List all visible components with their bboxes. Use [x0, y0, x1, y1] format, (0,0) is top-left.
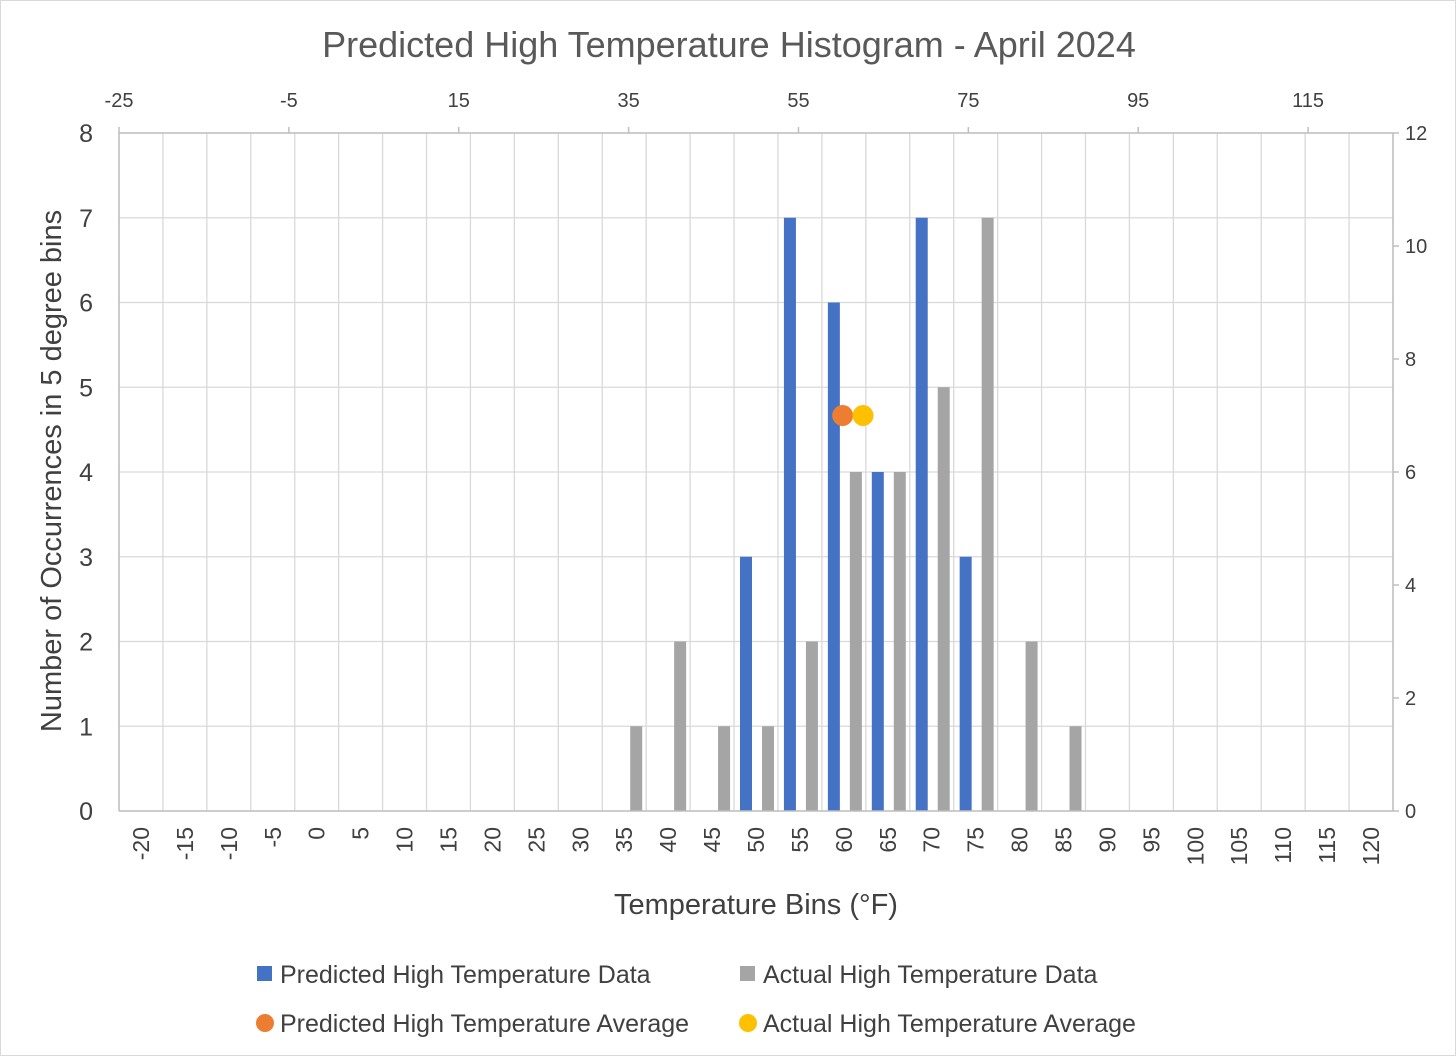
x-tick-label: 110 [1270, 827, 1296, 864]
y-tick-label: 7 [79, 205, 93, 233]
y2-tick-label: 10 [1405, 236, 1427, 258]
x-tick-label: 30 [567, 827, 593, 853]
y-tick-label: 2 [79, 629, 93, 657]
x-tick-label: 95 [1138, 827, 1164, 853]
y-tick-label: 3 [79, 544, 93, 572]
x2-tick-label: 115 [1292, 90, 1324, 112]
actual-bar [849, 472, 862, 811]
x-tick-label: -10 [216, 827, 242, 860]
legend-label: Predicted High Temperature Average [280, 1010, 689, 1038]
x-tick-label: -5 [260, 827, 286, 847]
x-tick-label: 55 [787, 827, 813, 853]
actual-bar [718, 726, 731, 811]
y2-tick-label: 2 [1405, 688, 1416, 710]
x-tick-label: 15 [435, 827, 461, 853]
x2-tick-label: 75 [957, 90, 979, 112]
x-tick-label: 65 [875, 827, 901, 853]
predicted-bar [827, 302, 840, 811]
x-tick-label: 100 [1182, 827, 1208, 865]
x2-tick-label: -5 [280, 90, 298, 112]
x-tick-label: 70 [919, 827, 945, 853]
y-tick-label: 6 [79, 290, 93, 318]
x2-tick-label: 55 [787, 90, 809, 112]
x-tick-label: 50 [743, 827, 769, 853]
x-tick-label: 5 [348, 827, 374, 840]
actual-bar [762, 726, 774, 811]
predicted-bar [959, 556, 972, 811]
x-tick-label: 115 [1314, 827, 1340, 864]
legend-label: Actual High Temperature Average [763, 1010, 1136, 1038]
legend: Predicted High Temperature Data Actual Hi… [256, 961, 1136, 1038]
x2-tick-label: 95 [1127, 90, 1149, 112]
actual-bar [630, 726, 643, 811]
predicted-bar [740, 556, 752, 811]
predicted-bar [783, 217, 796, 811]
average-marker [832, 405, 854, 426]
x-tick-label: 85 [1051, 827, 1077, 853]
actual-bar [893, 472, 906, 811]
legend-label: Predicted High Temperature Data [280, 961, 651, 989]
actual-bar [937, 387, 950, 811]
x-tick-label: 75 [963, 827, 989, 853]
y-tick-label: 0 [79, 798, 93, 826]
predicted-bar [915, 217, 928, 811]
y-axis-title: Number of Occurrences in 5 degree bins [36, 210, 68, 732]
x2-tick-label: 35 [617, 90, 639, 112]
average-markers [832, 405, 874, 426]
actual-bar [981, 217, 994, 811]
legend-marker [739, 1014, 757, 1032]
y-tick-label: 1 [79, 713, 93, 741]
axes [118, 127, 1399, 812]
x-tick-label: 25 [523, 827, 549, 853]
actual-bar [674, 641, 687, 811]
x-tick-label: 35 [611, 827, 637, 853]
y-tick-label: 4 [79, 459, 93, 487]
x-tick-label: 90 [1094, 827, 1120, 853]
y2-tick-label: 4 [1405, 575, 1416, 597]
y2-tick-label: 6 [1405, 462, 1416, 484]
x-axis-title: Temperature Bins (°F) [614, 889, 898, 921]
x2-tick-label: 15 [448, 90, 470, 112]
grid-lines [118, 132, 1394, 812]
x-tick-label: 45 [699, 827, 725, 853]
x-tick-label: 20 [479, 827, 505, 853]
legend-swatch [740, 966, 755, 981]
x-tick-label: 80 [1007, 827, 1033, 853]
actual-bar [1025, 641, 1038, 811]
x2-tick-label: -25 [105, 90, 134, 112]
x-tick-label: 40 [655, 827, 681, 853]
actual-bar [805, 641, 818, 811]
predicted-bar [871, 472, 884, 811]
x-tick-label: -15 [172, 827, 198, 860]
y-tick-label: 5 [79, 374, 93, 402]
y-tick-label: 8 [79, 120, 93, 148]
legend-marker [256, 1014, 274, 1032]
bars [630, 217, 1082, 811]
legend-label: Actual High Temperature Data [763, 961, 1098, 989]
x-tick-label: 60 [831, 827, 857, 853]
x-tick-label: 120 [1358, 827, 1384, 865]
x-tick-label: 10 [392, 827, 418, 853]
average-marker [852, 405, 874, 426]
actual-bar [1069, 726, 1082, 811]
legend-swatch [257, 966, 272, 981]
y2-tick-label: 8 [1405, 349, 1416, 371]
chart-title: Predicted High Temperature Histogram - A… [322, 24, 1136, 65]
y2-tick-label: 12 [1405, 123, 1427, 145]
x-tick-label: 105 [1226, 827, 1252, 865]
x-tick-label: 0 [304, 827, 330, 840]
x-tick-label: -20 [128, 827, 154, 860]
y2-tick-label: 0 [1405, 801, 1416, 823]
